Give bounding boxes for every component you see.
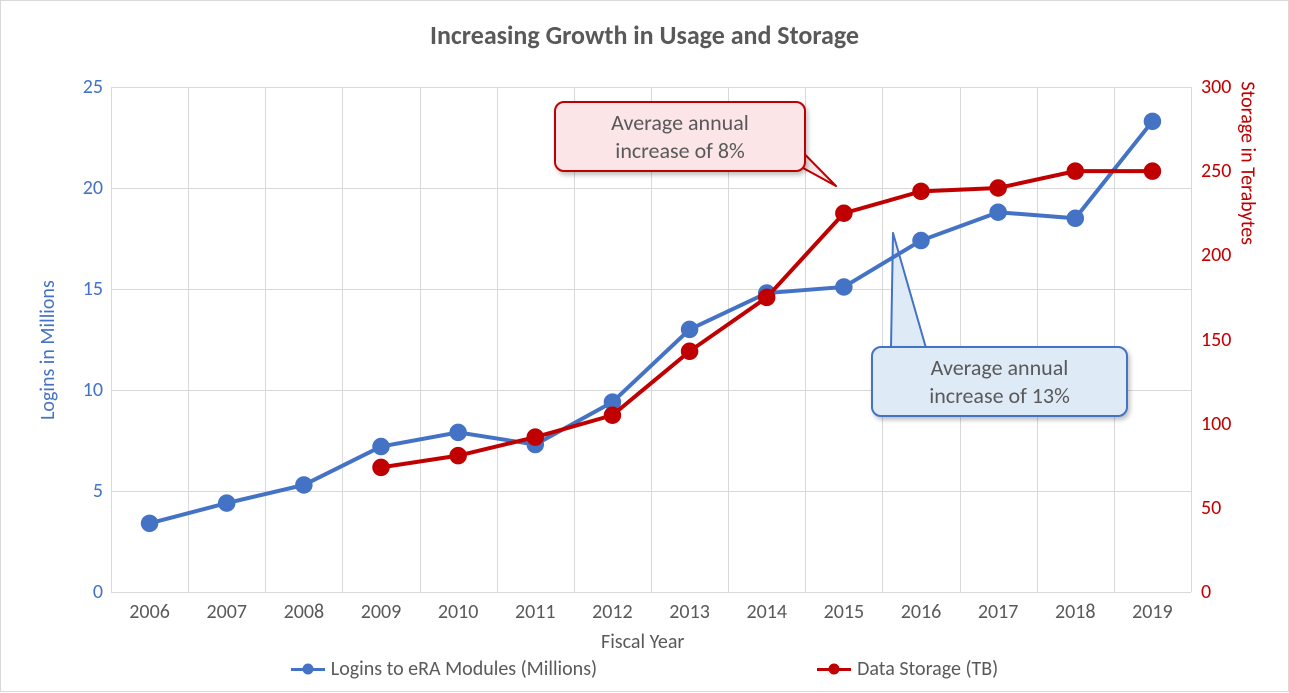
series-marker — [142, 515, 158, 531]
x-tick: 2010 — [420, 600, 497, 624]
legend-line-icon — [291, 668, 325, 671]
y-left-axis-title: Logins in Millions — [36, 280, 60, 420]
x-tick: 2018 — [1037, 600, 1114, 624]
callout: Average annualincrease of 13% — [871, 346, 1128, 417]
series-marker — [296, 477, 312, 493]
x-tick: 2009 — [342, 600, 419, 624]
series-marker — [1144, 163, 1160, 179]
y-right-tick: 250 — [1201, 159, 1231, 183]
callout: Average annualincrease of 8% — [554, 101, 806, 172]
x-tick: 2017 — [960, 600, 1037, 624]
legend: Logins to eRA Modules (Millions) Data St… — [1, 657, 1288, 681]
legend-line-icon — [817, 668, 851, 671]
series-marker — [219, 495, 235, 511]
series-marker — [913, 233, 929, 249]
series-marker — [682, 321, 698, 337]
series-marker — [450, 448, 466, 464]
legend-marker-icon — [302, 664, 313, 675]
x-tick: 2014 — [728, 600, 805, 624]
y-left-tick: 15 — [63, 277, 103, 301]
y-right-tick: 150 — [1201, 328, 1231, 352]
legend-item-logins: Logins to eRA Modules (Millions) — [291, 657, 597, 681]
series-marker — [1067, 163, 1083, 179]
x-tick: 2012 — [574, 600, 651, 624]
x-tick: 2015 — [805, 600, 882, 624]
x-tick: 2019 — [1114, 600, 1191, 624]
y-left-tick: 5 — [63, 479, 103, 503]
series-marker — [913, 183, 929, 199]
y-right-tick: 200 — [1201, 243, 1231, 267]
y-right-axis-title: Storage in Terabytes — [1236, 81, 1260, 245]
x-tick: 2011 — [497, 600, 574, 624]
series-marker — [604, 407, 620, 423]
y-right-tick: 300 — [1201, 75, 1231, 99]
series-marker — [990, 204, 1006, 220]
legend-item-storage: Data Storage (TB) — [817, 657, 998, 681]
y-left-tick: 25 — [63, 75, 103, 99]
chart-container: Increasing Growth in Usage and Storage L… — [0, 0, 1289, 692]
y-right-tick: 50 — [1201, 496, 1221, 520]
y-left-tick: 0 — [63, 580, 103, 604]
series-marker — [373, 459, 389, 475]
x-tick: 2006 — [111, 600, 188, 624]
series-marker — [759, 289, 775, 305]
series-marker — [373, 439, 389, 455]
legend-marker-icon — [829, 664, 840, 675]
y-right-tick: 0 — [1201, 580, 1211, 604]
series-marker — [682, 343, 698, 359]
series-marker — [836, 205, 852, 221]
x-axis-title: Fiscal Year — [601, 630, 684, 654]
series-marker — [836, 279, 852, 295]
legend-label-storage: Data Storage (TB) — [857, 657, 998, 681]
series-marker — [527, 429, 543, 445]
legend-label-logins: Logins to eRA Modules (Millions) — [331, 657, 597, 681]
series-marker — [1067, 210, 1083, 226]
y-left-tick: 10 — [63, 378, 103, 402]
series-marker — [1144, 113, 1160, 129]
x-tick: 2016 — [882, 600, 959, 624]
x-tick: 2013 — [651, 600, 728, 624]
y-left-tick: 20 — [63, 176, 103, 200]
series-marker — [450, 424, 466, 440]
y-right-tick: 100 — [1201, 412, 1231, 436]
x-tick: 2008 — [265, 600, 342, 624]
x-tick: 2007 — [188, 600, 265, 624]
series-marker — [990, 180, 1006, 196]
